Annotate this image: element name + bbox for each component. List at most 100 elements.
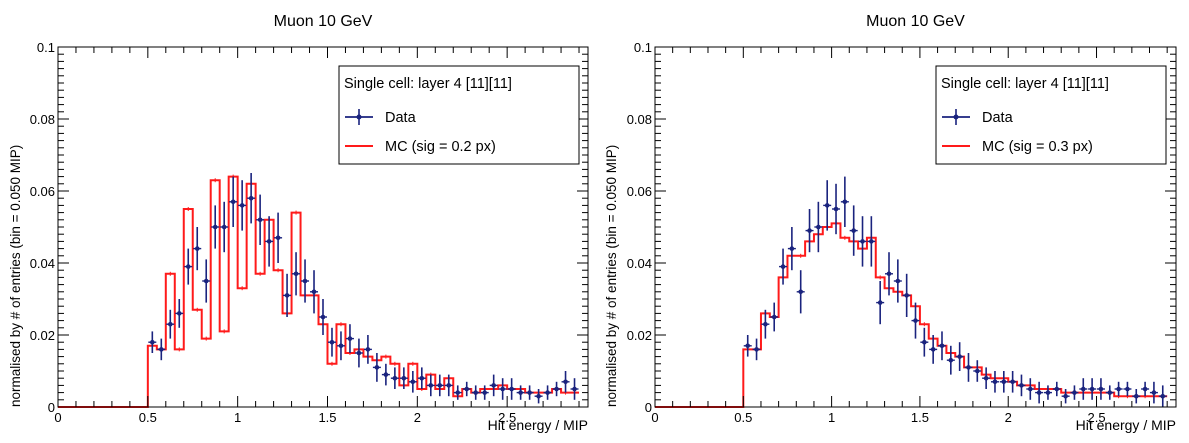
data-point [284, 293, 290, 298]
y-tick-label: 0.08 [627, 112, 652, 127]
data-point [311, 289, 317, 295]
data-point [401, 375, 407, 381]
y-tick-label: 0 [645, 400, 652, 415]
data-point [763, 321, 768, 327]
data-point [302, 278, 308, 284]
data-point [966, 365, 971, 370]
legend-box [338, 65, 580, 165]
chart-panel-1: Muon 10 GeV 0 0.5 1 1.5 2 2.5 0 0.02 0.04 0.06 0.08… [8, 13, 589, 433]
legend-header: Single cell: layer 4 [11][11] [344, 76, 512, 92]
y-tick-label: 0.08 [30, 112, 55, 127]
legend: Single cell: layer 4 [11][11] Data MC (sig… [935, 65, 1167, 165]
data-point [572, 386, 577, 392]
data-point [807, 228, 812, 233]
data-point [869, 239, 874, 244]
data-point [1142, 386, 1148, 392]
data-point [1054, 386, 1060, 392]
data-point [248, 195, 254, 201]
data-point [745, 343, 751, 349]
y-axis-label: normalised by # of entries (bin = 0.050 … [8, 145, 23, 407]
x-tick-label: 1.5 [911, 410, 929, 425]
data-point [939, 343, 945, 349]
data-point [816, 224, 821, 230]
data-point [992, 379, 998, 385]
data-point [230, 199, 236, 205]
x-tick-label: 2 [1005, 410, 1012, 425]
data-point [383, 372, 389, 377]
data-point [754, 347, 759, 352]
data-point [410, 379, 416, 385]
data-point [1080, 386, 1086, 392]
data-point [374, 365, 380, 370]
data-point [554, 386, 559, 392]
data-point [957, 354, 962, 359]
legend-entry-mc: MC (sig = 0.3 px) [982, 139, 1093, 155]
data-point [1098, 386, 1104, 392]
data-point [983, 375, 989, 381]
legend-header: Single cell: layer 4 [11][11] [941, 76, 1109, 92]
x-axis-label: Hit energy / MIP [1076, 417, 1176, 433]
data-point [293, 271, 299, 277]
data-point [1151, 390, 1157, 395]
data-point [518, 390, 523, 395]
x-tick-label: 2 [414, 410, 421, 425]
data-point [320, 314, 326, 320]
legend-entry-data: Data [982, 110, 1014, 126]
x-tick-label: 1.5 [318, 410, 336, 425]
data-point [1072, 390, 1077, 395]
x-tick-label: 1 [828, 410, 835, 425]
data-point [473, 390, 479, 395]
chart-panel-2: Muon 10 GeV 0 0.5 1 1.5 2 2.5 0 0.02 0.04 0.06 0.08… [604, 13, 1177, 433]
data-point [527, 390, 532, 395]
y-tick-label: 0.1 [634, 40, 652, 55]
data-point [203, 278, 209, 284]
data-point [194, 246, 200, 251]
chart-title: Muon 10 GeV [866, 13, 965, 30]
data-point [329, 339, 335, 345]
data-point [221, 224, 227, 230]
data-point [1036, 390, 1042, 395]
data-point [356, 350, 362, 356]
data-point [1133, 393, 1139, 399]
y-tick-label: 0.1 [37, 40, 55, 55]
data-point [851, 228, 856, 233]
data-point [491, 383, 496, 388]
data-point [798, 289, 804, 295]
data-point [877, 300, 883, 305]
x-tick-label: 0.5 [139, 410, 157, 425]
data-point [257, 217, 263, 223]
y-tick-label: 0.02 [30, 328, 55, 343]
data-point [338, 343, 344, 349]
legend-entry-data: Data [385, 110, 417, 126]
data-point [913, 318, 918, 323]
data-point [266, 239, 272, 244]
data-point [1160, 393, 1166, 399]
data-point [536, 393, 541, 399]
data-point [509, 386, 514, 392]
legend: Single cell: layer 4 [11][11] Data MC (sig… [338, 65, 580, 165]
data-point [392, 375, 398, 381]
data-point [563, 379, 568, 385]
data-point [1027, 386, 1033, 392]
legend-data-marker [356, 114, 362, 120]
data-point [500, 386, 505, 392]
data-point [446, 383, 452, 388]
data-point [930, 347, 936, 352]
data-point [347, 336, 353, 341]
data-point [895, 278, 901, 284]
data-point [1089, 386, 1095, 392]
data-point [365, 347, 371, 352]
data-point [1063, 393, 1068, 399]
data-point [167, 321, 173, 327]
data-point [455, 390, 461, 395]
x-tick-label: 2.5 [1087, 410, 1105, 425]
mc-step-line [58, 175, 580, 408]
legend-box [935, 65, 1167, 165]
legend-data-marker [953, 114, 959, 120]
x-tick-label: 2.5 [498, 410, 516, 425]
data-point [1107, 390, 1113, 395]
y-tick-label: 0.02 [627, 328, 652, 343]
legend-entry-mc: MC (sig = 0.2 px) [385, 139, 496, 155]
x-tick-label: 0.5 [734, 410, 752, 425]
